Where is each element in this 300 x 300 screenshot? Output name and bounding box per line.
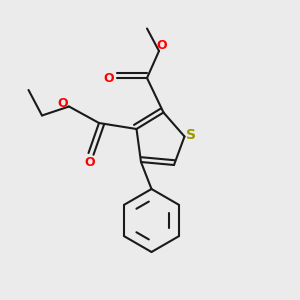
Text: O: O	[85, 155, 95, 169]
Text: S: S	[186, 128, 196, 142]
Text: O: O	[57, 97, 68, 110]
Text: O: O	[103, 71, 114, 85]
Text: O: O	[157, 39, 167, 52]
